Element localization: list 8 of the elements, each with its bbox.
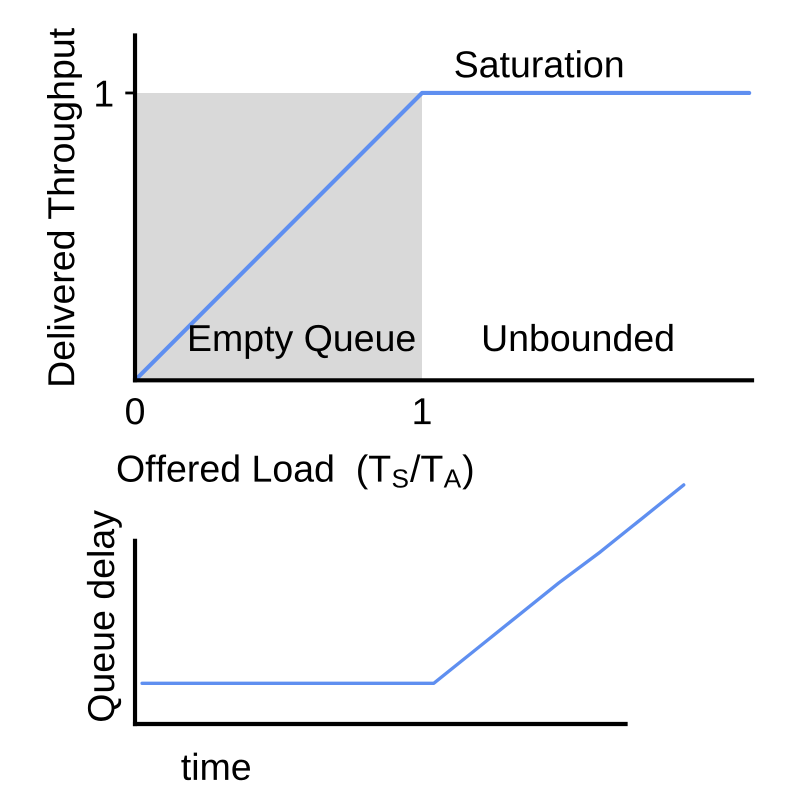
- x-axis-title: time: [181, 752, 250, 780]
- y-axis-title: Delivered Throughput: [47, 28, 82, 385]
- x-tick-label: 0: [126, 398, 144, 425]
- x-axis-title: Offered Load (T$_{S}$/T$_{A}$): [118, 454, 472, 490]
- annotation: Empty Queue: [190, 324, 415, 359]
- annotation: Unbounded: [484, 324, 673, 352]
- annotation: Saturation: [455, 50, 622, 78]
- y-axis-title: Queue delay: [86, 510, 122, 721]
